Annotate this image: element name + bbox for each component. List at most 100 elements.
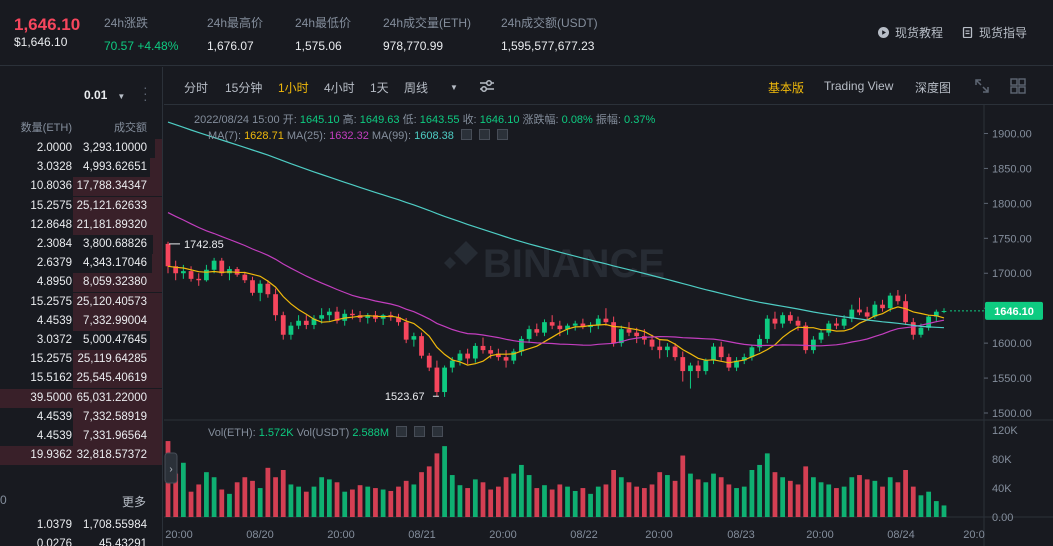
low-label: 低: — [402, 114, 417, 126]
ask-row[interactable]: 15.2575 25,119.64285 — [0, 350, 162, 370]
close-icon[interactable] — [497, 129, 509, 140]
high-value: 1649.63 — [359, 114, 400, 126]
open-value: 1645.10 — [299, 114, 340, 126]
bid-row[interactable]: 1.0379 1,708.55984 — [0, 516, 162, 535]
ask-row[interactable]: 3.0328 4,993.62651 — [0, 158, 162, 178]
tf-more-dropdown[interactable]: ▼ — [450, 79, 458, 93]
ask-row[interactable]: 12.8648 21,181.89320 — [0, 215, 162, 235]
ask-row[interactable]: 39.5000 65,031.22000 — [0, 388, 162, 408]
price-tick-label: 1900.00 — [992, 128, 1032, 140]
candle-body — [695, 365, 701, 372]
ask-total: 21,181.89320 — [76, 218, 147, 231]
ask-row[interactable]: 15.2575 25,120.40573 — [0, 292, 162, 312]
bid-total: 1,708.55984 — [83, 519, 147, 531]
tf-15m[interactable]: 15分钟 — [225, 81, 263, 95]
fullscreen-icon[interactable] — [973, 77, 991, 95]
bid-row[interactable]: 0.0276 45.43291 — [0, 535, 162, 546]
candle-body — [511, 351, 517, 361]
caret-down-icon: ▼ — [117, 92, 126, 101]
bid-qty: 0.0276 — [36, 538, 72, 546]
stat-24h-turnover-usdt: 24h成交额(USDT) 1,595,577,677.23 — [501, 14, 598, 53]
col-qty-header: 数量(ETH) — [20, 122, 72, 134]
hide-icon[interactable] — [414, 426, 426, 437]
ma99-label: MA(99): — [371, 130, 412, 142]
view-depth[interactable]: 深度图 — [915, 81, 952, 95]
ask-row[interactable]: 4.8950 8,059.32380 — [0, 273, 162, 293]
spot-tutorial-link[interactable]: 现货教程 — [878, 24, 943, 41]
candle-body — [419, 336, 424, 356]
vol-eth-label: Vol(ETH): — [208, 427, 256, 439]
volume-bar — [365, 486, 371, 517]
indicator-settings-icon[interactable] — [478, 77, 496, 95]
ask-row[interactable]: 4.4539 7,332.99004 — [0, 311, 162, 331]
volume-bar — [342, 491, 348, 517]
candle-body — [403, 322, 409, 340]
volume-tick-label: 120K — [992, 425, 1018, 437]
view-basic[interactable]: 基本版 — [768, 81, 805, 95]
settings-icon[interactable] — [396, 426, 408, 437]
view-tradingview[interactable]: Trading View — [824, 79, 894, 93]
tf-weekly[interactable]: 周线 — [404, 79, 428, 96]
close-icon[interactable] — [432, 426, 444, 437]
ma99-line — [167, 121, 945, 329]
time-tick-label: 20:0 — [963, 529, 984, 541]
volume-bar — [595, 486, 601, 517]
candle-body — [887, 295, 893, 309]
volume-bar — [734, 488, 739, 517]
more-options-icon[interactable]: · · · — [143, 79, 148, 107]
candle-body — [803, 325, 809, 351]
settings-icon[interactable] — [460, 129, 472, 140]
volume-bar — [588, 493, 593, 517]
candle-body — [741, 357, 747, 361]
ask-qty: 15.2575 — [30, 353, 72, 366]
ask-total: 7,332.58919 — [83, 410, 147, 423]
tf-1h[interactable]: 1小时 — [278, 81, 309, 95]
candle-body — [273, 294, 278, 316]
col-total-header: 成交额 — [114, 122, 147, 134]
tick-size-select[interactable]: 0.01 ▼ — [84, 88, 125, 102]
tf-timeshare[interactable]: 分时 — [184, 81, 209, 95]
volume-tick-label: 0.00 — [992, 512, 1013, 524]
volume-bar — [526, 475, 532, 517]
time-tick-label: 20:00 — [165, 529, 193, 541]
volume-bar — [234, 482, 240, 517]
ask-row[interactable]: 3.0372 5,000.47645 — [0, 331, 162, 350]
candlestick-chart[interactable]: BINANCE 1900.00 1850.00 1800.00 1750.00 1700.… — [164, 105, 1053, 546]
price-tick-label: 1700.00 — [992, 268, 1032, 280]
tf-1d[interactable]: 1天 — [370, 81, 389, 95]
ask-row[interactable]: 19.9362 32,818.57372 — [0, 446, 162, 466]
candle-body — [311, 318, 317, 325]
more-button[interactable]: 更多 — [122, 495, 147, 509]
candle-body — [749, 347, 755, 358]
candle-body — [173, 266, 179, 274]
candle-body — [734, 360, 739, 368]
candle-body — [857, 309, 862, 313]
vol-eth-value: 1.572K — [258, 427, 294, 439]
ask-row[interactable]: 15.2575 25,121.62633 — [0, 196, 162, 216]
volume-info: Vol(ETH): 1.572K Vol(USDT) 2.588M — [208, 426, 444, 439]
candle-body — [634, 332, 640, 337]
ask-qty: 19.9362 — [30, 449, 72, 462]
volume-bar — [296, 486, 301, 517]
candle-body — [772, 318, 778, 324]
volume-bar — [611, 470, 617, 517]
vol-usdt-label: Vol(USDT) — [296, 427, 350, 439]
ask-row[interactable]: 4.4539 7,331.96564 — [0, 427, 162, 446]
ask-row[interactable]: 2.3084 3,800.68826 — [0, 235, 162, 254]
spot-guide-link[interactable]: 现货指导 — [962, 24, 1027, 41]
ask-row[interactable]: 2.0000 3,293.10000 — [0, 139, 162, 158]
volume-bar — [273, 477, 278, 517]
time-tick-label: 20:00 — [645, 529, 673, 541]
hide-icon[interactable] — [478, 129, 490, 140]
volume-bar — [426, 466, 432, 517]
stat-label: 24h成交额(USDT) — [501, 16, 598, 30]
layout-grid-icon[interactable] — [1009, 77, 1027, 95]
ask-qty: 4.4539 — [36, 314, 72, 327]
ask-row[interactable]: 15.5162 25,545.40619 — [0, 369, 162, 389]
ask-row[interactable]: 2.6379 4,343.17046 — [0, 254, 162, 274]
ask-row[interactable]: 10.8036 17,788.34347 — [0, 177, 162, 197]
volume-bar — [903, 470, 908, 517]
tf-4h[interactable]: 4小时 — [324, 81, 355, 95]
ask-row[interactable]: 4.4539 7,332.58919 — [0, 407, 162, 427]
volume-bar — [204, 472, 209, 517]
